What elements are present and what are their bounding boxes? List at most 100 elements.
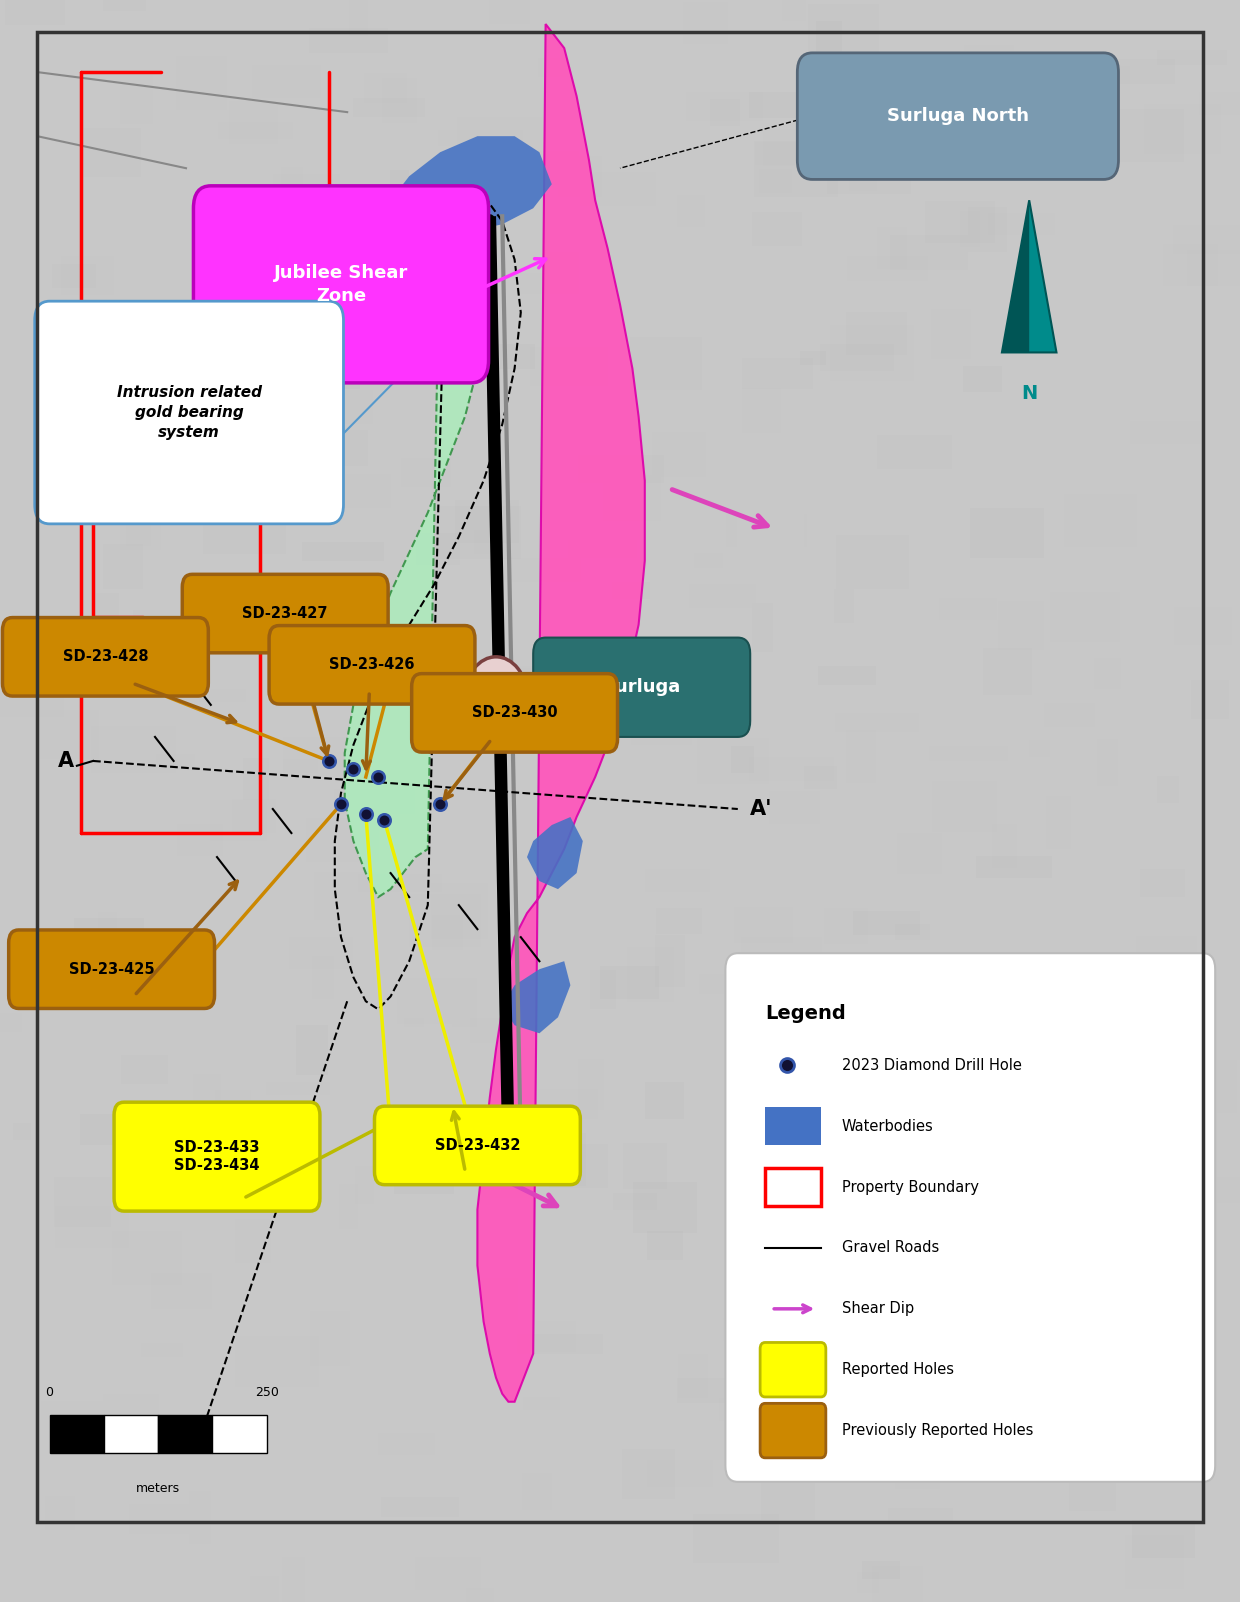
Bar: [188, 1490, 211, 1544]
Bar: [449, 724, 481, 739]
Bar: [1096, 739, 1118, 785]
Bar: [835, 588, 853, 623]
Bar: [103, 0, 145, 11]
Bar: [624, 767, 650, 815]
Bar: [686, 93, 764, 122]
Circle shape: [465, 657, 527, 737]
Bar: [1208, 1176, 1240, 1203]
Bar: [753, 1442, 784, 1467]
Bar: [193, 1073, 221, 1125]
Bar: [765, 1168, 821, 1206]
Bar: [436, 506, 522, 559]
Bar: [963, 45, 1014, 69]
Bar: [725, 514, 807, 546]
Text: N: N: [1021, 384, 1038, 404]
Bar: [888, 1507, 954, 1522]
Bar: [983, 647, 1032, 695]
Bar: [924, 969, 1002, 1014]
Bar: [470, 1019, 521, 1043]
Bar: [936, 469, 1016, 505]
Text: Shear Dip: Shear Dip: [842, 1301, 914, 1317]
FancyBboxPatch shape: [797, 53, 1118, 179]
Text: Property Boundary: Property Boundary: [842, 1179, 978, 1195]
Bar: [1090, 1298, 1158, 1328]
Bar: [314, 871, 379, 920]
Bar: [655, 934, 684, 987]
Bar: [1056, 1062, 1078, 1101]
Bar: [645, 1081, 683, 1118]
Bar: [212, 1415, 267, 1453]
FancyBboxPatch shape: [533, 638, 750, 737]
Bar: [774, 1125, 825, 1179]
Text: A': A': [750, 799, 773, 819]
Bar: [1029, 740, 1050, 758]
Bar: [56, 1206, 129, 1248]
Bar: [1085, 66, 1131, 101]
Bar: [506, 151, 579, 184]
Bar: [890, 234, 968, 269]
Bar: [392, 1024, 451, 1049]
Bar: [578, 1059, 604, 1110]
Bar: [825, 908, 868, 944]
Bar: [976, 855, 1053, 878]
Bar: [1094, 658, 1121, 689]
Bar: [818, 665, 877, 686]
Bar: [397, 979, 477, 1027]
Bar: [98, 913, 118, 948]
Bar: [389, 170, 408, 213]
Bar: [1078, 1264, 1154, 1310]
Bar: [200, 689, 246, 702]
Bar: [813, 138, 862, 181]
Bar: [1064, 493, 1137, 548]
Bar: [489, 0, 529, 24]
Bar: [92, 726, 176, 774]
Bar: [239, 298, 289, 312]
Bar: [992, 823, 1017, 868]
Bar: [502, 668, 544, 714]
Bar: [353, 98, 425, 117]
Bar: [465, 1588, 494, 1602]
Bar: [353, 248, 436, 292]
Bar: [887, 1099, 920, 1133]
Bar: [229, 101, 278, 144]
Bar: [754, 141, 838, 197]
Bar: [926, 1139, 1011, 1169]
Bar: [1135, 1360, 1179, 1376]
Bar: [683, 2, 728, 43]
Bar: [749, 758, 835, 782]
Bar: [651, 433, 706, 477]
Bar: [587, 926, 667, 966]
Bar: [634, 1182, 697, 1234]
Bar: [438, 130, 523, 146]
Bar: [827, 144, 911, 194]
Bar: [640, 317, 720, 330]
Bar: [862, 1278, 941, 1315]
Bar: [516, 274, 572, 295]
Bar: [925, 200, 994, 242]
Text: Gravel Roads: Gravel Roads: [842, 1240, 939, 1256]
Bar: [301, 541, 383, 561]
Text: 0: 0: [46, 1386, 53, 1399]
Bar: [82, 128, 141, 178]
Bar: [538, 1089, 598, 1120]
Bar: [725, 0, 806, 29]
Bar: [1199, 93, 1240, 115]
Bar: [734, 907, 792, 944]
Bar: [807, 3, 879, 59]
FancyBboxPatch shape: [182, 574, 388, 654]
Bar: [853, 910, 920, 936]
Bar: [522, 1397, 559, 1410]
Text: SD-23-427: SD-23-427: [243, 606, 327, 622]
Bar: [296, 431, 368, 466]
Bar: [1123, 1418, 1209, 1474]
Text: SD-23-428: SD-23-428: [62, 649, 149, 665]
Bar: [761, 1474, 815, 1520]
Bar: [1174, 607, 1233, 644]
Bar: [415, 1557, 481, 1589]
Bar: [1149, 5, 1184, 19]
FancyBboxPatch shape: [760, 1403, 826, 1458]
Bar: [1136, 936, 1198, 963]
Bar: [568, 540, 637, 557]
Bar: [1044, 703, 1095, 727]
Bar: [815, 1165, 894, 1190]
